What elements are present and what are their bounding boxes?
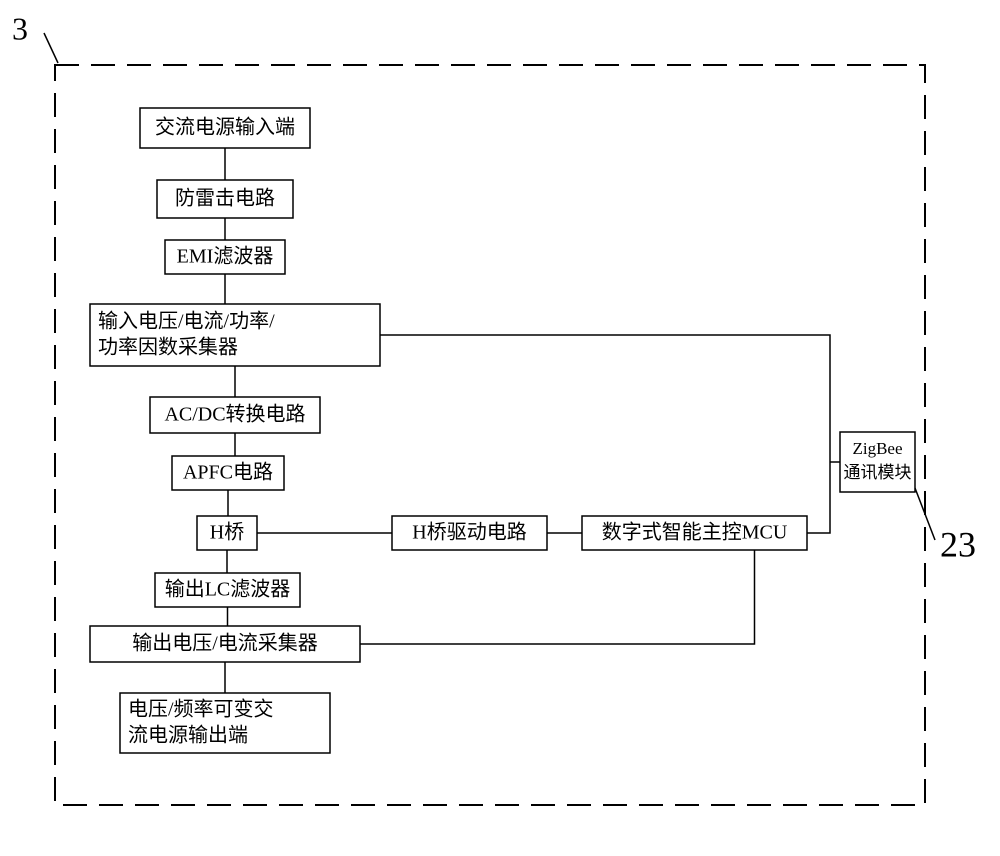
- block-hdrive: H桥驱动电路: [392, 516, 547, 550]
- block-zigbee: ZigBee 通讯模块: [840, 432, 915, 492]
- block-ac_out-label-1: 电压/频率可变交: [128, 698, 274, 721]
- block-acdc-label: AC/DC转换电路: [164, 403, 305, 426]
- block-ac_out-label-2: 流电源输出端: [128, 724, 248, 747]
- conn-poly-0: [380, 335, 830, 533]
- block-mcu: 数字式智能主控MCU: [582, 516, 807, 550]
- block-zigbee-label-1: ZigBee: [852, 439, 902, 458]
- conn-poly-1: [360, 550, 755, 644]
- ref-label-23: 23: [940, 524, 976, 564]
- block-lc-label: 输出LC滤波器: [165, 578, 291, 601]
- block-lc: 输出LC滤波器: [155, 573, 300, 607]
- block-mcu-label: 数字式智能主控MCU: [602, 521, 788, 544]
- block-ac_in-label: 交流电源输入端: [155, 116, 295, 139]
- block-zigbee-label-2: 通讯模块: [844, 463, 912, 482]
- block-acdc: AC/DC转换电路: [150, 397, 320, 433]
- block-apfc-label: APFC电路: [183, 461, 273, 484]
- block-lightning-label: 防雷击电路: [175, 187, 275, 210]
- block-emi: EMI滤波器: [165, 240, 285, 274]
- block-vin_sense-label-1: 输入电压/电流/功率/: [98, 310, 275, 333]
- ref-label-3: 3: [12, 10, 28, 46]
- block-ac_in: 交流电源输入端: [140, 108, 310, 148]
- ref-3-leader: [44, 33, 58, 63]
- block-hdrive-label: H桥驱动电路: [412, 521, 526, 544]
- block-lightning: 防雷击电路: [157, 180, 293, 218]
- block-ac_out: 电压/频率可变交流电源输出端: [120, 693, 330, 753]
- block-hbridge: H桥: [197, 516, 257, 550]
- block-apfc: APFC电路: [172, 456, 284, 490]
- block-hbridge-label: H桥: [210, 521, 244, 544]
- block-vin_sense: 输入电压/电流/功率/功率因数采集器: [90, 304, 380, 366]
- block-emi-label: EMI滤波器: [177, 245, 274, 268]
- block-vout_sense-label: 输出电压/电流采集器: [132, 632, 318, 655]
- block-vout_sense: 输出电压/电流采集器: [90, 626, 360, 662]
- block-vin_sense-label-2: 功率因数采集器: [98, 336, 238, 359]
